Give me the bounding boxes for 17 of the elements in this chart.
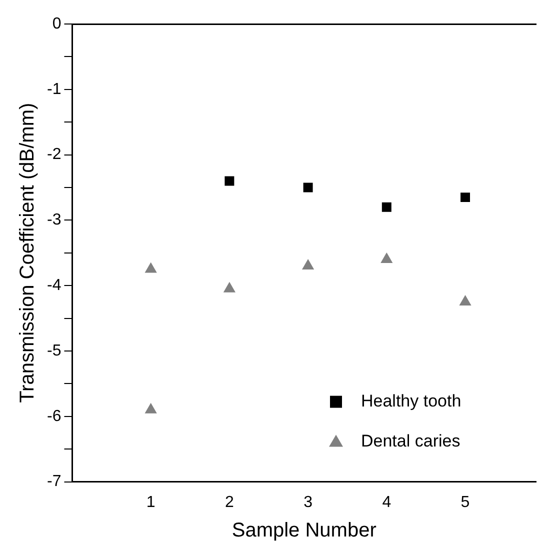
y-tick-label: -5 (46, 342, 62, 360)
x-tick-label: 5 (460, 494, 470, 511)
y-tick-label: -6 (46, 408, 62, 425)
x-tick-label: 3 (304, 494, 313, 511)
x-tick-label: 2 (224, 494, 234, 511)
legend-label: Healthy tooth (361, 391, 462, 410)
y-tick-label: -3 (46, 212, 62, 229)
y-tick-label: 0 (52, 15, 62, 32)
y-tick-label: -1 (46, 80, 62, 98)
x-axis-title: Sample Number (232, 520, 377, 542)
y-tick-label: -4 (46, 277, 62, 294)
y-axis-title: Transmission Coefficient (dB/mm) (16, 102, 39, 403)
legend-label: Dental caries (361, 431, 460, 450)
y-tick-label: -7 (46, 473, 62, 490)
x-tick-label: 1 (146, 494, 156, 511)
x-tick-label: 4 (382, 494, 392, 511)
y-tick-label: -2 (46, 146, 62, 164)
